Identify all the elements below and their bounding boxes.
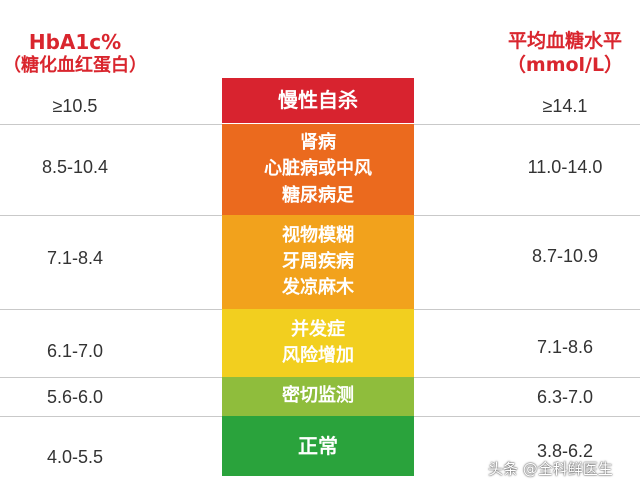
- glucose-value: 7.1-8.6: [536, 337, 594, 357]
- hba1c-value: 4.0-5.5: [46, 447, 104, 467]
- glucose-value: 6.3-7.0: [536, 387, 594, 407]
- glucose-value: 8.7-10.9: [531, 246, 599, 266]
- glucose-value: 3.8-6.2: [536, 441, 594, 461]
- hba1c-value: ≥10.5: [52, 96, 98, 116]
- risk-band-0: 慢性自杀: [222, 78, 414, 123]
- risk-label: 心脏病或中风: [264, 158, 372, 180]
- risk-label: 糖尿病足: [282, 184, 354, 206]
- hba1c-value: 8.5-10.4: [41, 157, 109, 177]
- risk-label: 并发症: [291, 318, 345, 340]
- risk-label: 正常: [298, 433, 338, 458]
- risk-label: 肾病: [300, 132, 336, 154]
- glucose-value: 11.0-14.0: [527, 157, 603, 177]
- glucose-header-unit: （mmol/L）: [506, 53, 624, 76]
- risk-band-2: 视物模糊 牙周疾病 发凉麻木: [222, 215, 414, 309]
- hba1c-header: HbA1c% （糖化血红蛋白）: [0, 30, 150, 78]
- glucose-header-title: 平均血糖水平: [507, 30, 622, 52]
- risk-label: 视物模糊: [282, 224, 354, 246]
- risk-band-1: 肾病 心脏病或中风 糖尿病足: [222, 124, 414, 215]
- glucose-value: ≥14.1: [542, 96, 588, 116]
- risk-label: 慢性自杀: [278, 88, 358, 112]
- risk-label: 牙周疾病: [282, 250, 354, 272]
- hba1c-header-subtitle: （糖化血红蛋白）: [3, 55, 147, 76]
- hba1c-value: 5.6-6.0: [46, 387, 104, 407]
- risk-band-3: 并发症 风险增加: [222, 309, 414, 377]
- risk-label: 风险增加: [282, 345, 354, 366]
- risk-band-4: 密切监测: [222, 377, 414, 416]
- source-watermark: 头条 @全科鲜医生: [488, 460, 613, 478]
- risk-label: 发凉麻木: [282, 277, 354, 299]
- risk-label: 密切监测: [282, 385, 354, 407]
- hba1c-value: 7.1-8.4: [46, 248, 104, 268]
- hba1c-value: 6.1-7.0: [46, 341, 104, 361]
- risk-band-5: 正常: [222, 416, 414, 476]
- glucose-header: 平均血糖水平 （mmol/L）: [490, 30, 640, 78]
- hba1c-header-title: HbA1c%: [28, 30, 122, 54]
